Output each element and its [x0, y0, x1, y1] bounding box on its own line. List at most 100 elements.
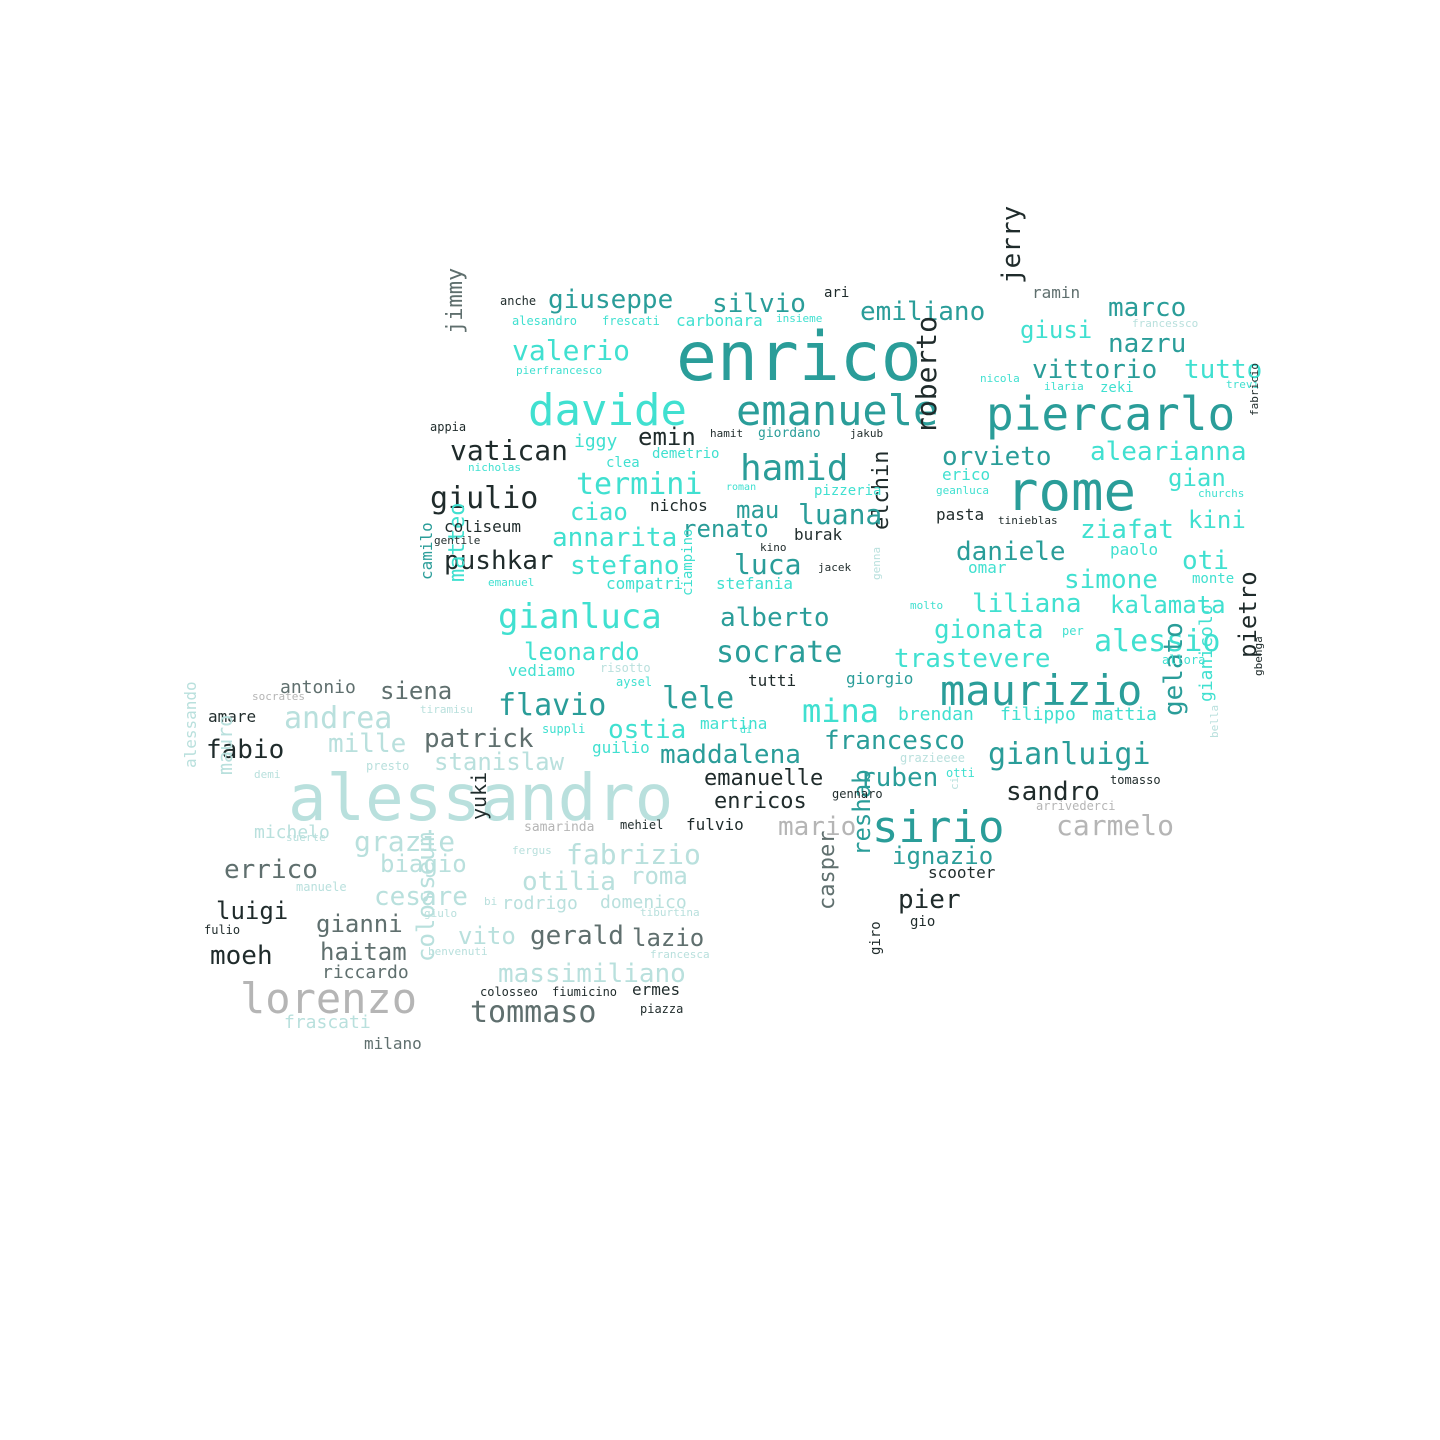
word-monte: monte	[1192, 571, 1234, 587]
word-gerald: gerald	[530, 921, 624, 951]
word-camilo: camilo	[417, 522, 436, 580]
word-flavio: flavio	[498, 688, 606, 723]
word-kino: kino	[760, 541, 787, 554]
word-fabio: fabio	[206, 735, 284, 765]
word-burak: burak	[794, 525, 843, 544]
word-anche: anche	[500, 294, 536, 308]
word-grazieeee: grazieeee	[900, 751, 965, 765]
word-oti: oti	[1182, 546, 1229, 576]
word-per: per	[1062, 624, 1084, 638]
word-demi: demi	[254, 768, 281, 781]
word-otti: otti	[946, 766, 975, 780]
word-francesco: francesco	[824, 726, 965, 756]
word-jimmy: jimmy	[443, 268, 468, 334]
word-luca: luca	[734, 548, 801, 581]
word-tomasso: tomasso	[1110, 773, 1161, 787]
word-grazie: grazie	[354, 825, 455, 858]
word-samarinda: samarinda	[524, 820, 594, 835]
word-gelato: gelato	[1159, 622, 1189, 716]
word-gio: gio	[910, 914, 935, 930]
word-bi: bi	[484, 895, 497, 908]
word-demetrio: demetrio	[652, 446, 719, 462]
word-ciampino: ciampino	[680, 529, 696, 596]
word-piazza: piazza	[640, 1002, 683, 1016]
word-termini: termini	[576, 467, 702, 502]
word-yuki: yuki	[467, 772, 491, 820]
word-geanluca: geanluca	[936, 484, 989, 497]
word-nichos: nichos	[650, 496, 708, 515]
word-molto: molto	[910, 599, 943, 612]
word-vito: vito	[458, 922, 516, 950]
word-nazru: nazru	[1108, 329, 1186, 359]
word-suerte: suerte	[286, 831, 326, 844]
word-alberto: alberto	[720, 603, 830, 633]
word-ari: ari	[824, 285, 849, 301]
word-silvio: silvio	[712, 289, 806, 319]
word-emanuelle: emanuelle	[704, 766, 823, 791]
word-gian: gian	[1168, 464, 1226, 492]
word-frescati: frescati	[602, 314, 660, 328]
word-rodrigo: rodrigo	[502, 893, 578, 914]
word-kini: kini	[1188, 506, 1246, 534]
word-brendan: brendan	[898, 704, 974, 725]
word-cesare: cesare	[374, 882, 468, 912]
word-annarita: annarita	[552, 523, 677, 553]
word-giorgio: giorgio	[846, 669, 913, 688]
word-antonio: antonio	[280, 677, 356, 698]
word-stefano: stefano	[570, 551, 680, 581]
word-reshab: reshab	[848, 769, 876, 856]
word-vediamo: vediamo	[508, 661, 575, 680]
word-amare: amare	[208, 707, 256, 726]
word-lele: lele	[662, 681, 734, 716]
word-ziafat: ziafat	[1080, 515, 1174, 545]
word-pier: pier	[898, 885, 961, 915]
word-moeh: moeh	[210, 941, 273, 971]
word-fulvio: fulvio	[686, 815, 744, 834]
word-giulio: giulio	[430, 481, 538, 516]
word-tinieblas: tinieblas	[998, 514, 1058, 527]
word-trevi: trevi	[1226, 378, 1259, 391]
word-emanuel: emanuel	[488, 576, 534, 589]
word-roman: roman	[726, 482, 756, 493]
word-manuele: manuele	[296, 880, 347, 894]
word-suppli: suppli	[542, 722, 585, 736]
word-paolo: paolo	[1110, 540, 1158, 559]
word-davide: davide	[528, 385, 687, 436]
word-omar: omar	[968, 558, 1007, 577]
word-tiramisu: tiramisu	[420, 703, 473, 716]
word-mehiel: mehiel	[620, 818, 663, 832]
word-lazio: lazio	[632, 924, 704, 952]
word-biagio: biagio	[380, 850, 467, 878]
word-pierfrancesco: pierfrancesco	[516, 364, 602, 377]
word-luigi: luigi	[216, 897, 288, 925]
word-hamid: hamid	[740, 448, 848, 489]
word-massimiliano: massimiliano	[498, 959, 686, 989]
word-fulio: fulio	[204, 923, 240, 937]
word-roma: roma	[630, 862, 688, 890]
word-daniele: daniele	[956, 537, 1066, 567]
word-nicola: nicola	[980, 372, 1020, 385]
word-emin: emin	[638, 423, 696, 451]
word-rome: rome	[1006, 460, 1136, 523]
word-simone: simone	[1064, 565, 1158, 595]
word-michelo: michelo	[254, 822, 330, 843]
word-gionata: gionata	[934, 615, 1044, 645]
word-jakub: jakub	[850, 427, 883, 440]
word-clea: clea	[606, 455, 640, 471]
word-jerry: jerry	[997, 206, 1027, 284]
word-zeki: zeki	[1100, 380, 1134, 396]
word-colosseum: colosseum	[412, 832, 440, 962]
word-gianluca: gianluca	[498, 597, 662, 637]
word-stefania: stefania	[716, 574, 793, 593]
word-ciao: ciao	[570, 498, 628, 526]
word-alearianna: alearianna	[1090, 437, 1247, 467]
word-gbenga: gbenga	[1252, 636, 1265, 676]
word-tutti: tutti	[748, 671, 796, 690]
word-casper: casper	[815, 831, 840, 910]
word-nicholas: nicholas	[468, 461, 521, 474]
word-carbonara: carbonara	[676, 311, 763, 330]
word-gianni: gianni	[316, 910, 403, 938]
word-ostia: ostia	[608, 715, 686, 745]
word-elchin: elchin	[869, 451, 894, 530]
word-gianluigi: gianluigi	[988, 737, 1151, 772]
